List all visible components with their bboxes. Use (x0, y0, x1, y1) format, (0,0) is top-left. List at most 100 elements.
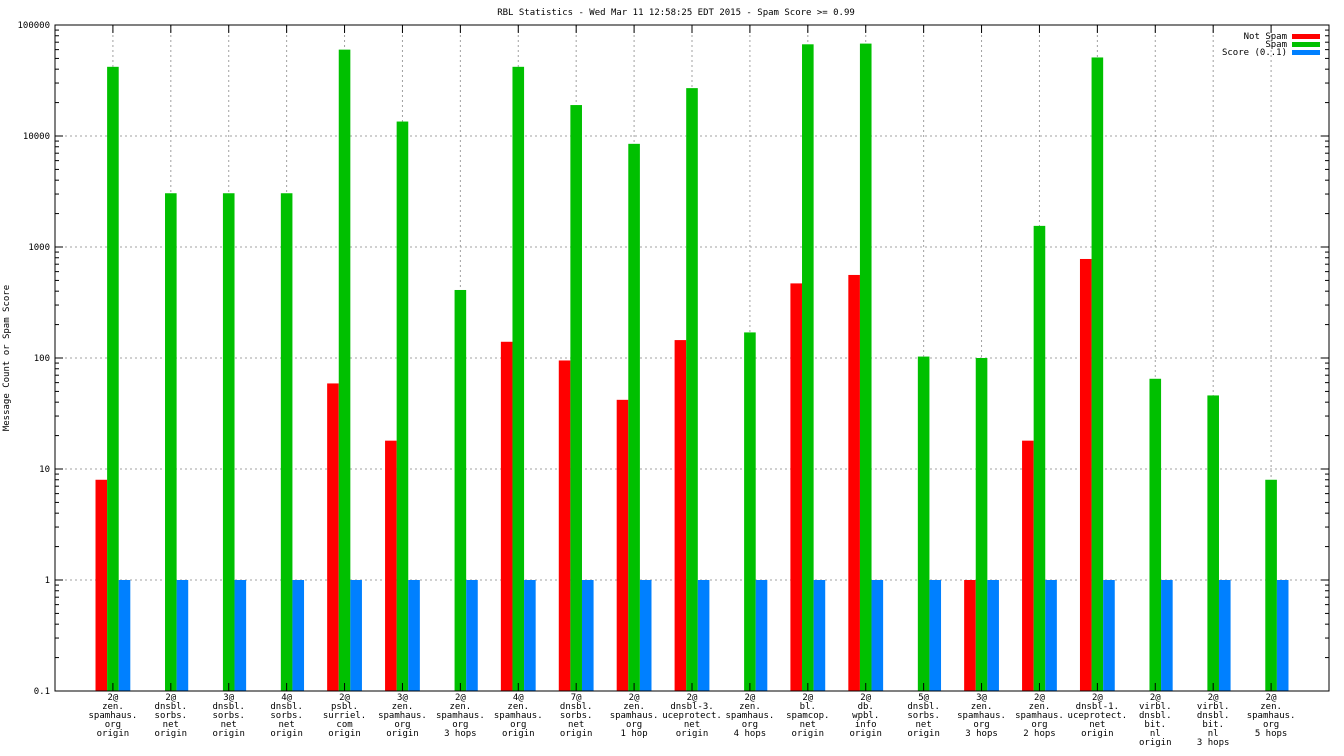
bar-score-0-1 (929, 580, 942, 691)
bar-spam (396, 121, 409, 691)
chart-title: RBL Statistics - Wed Mar 11 12:58:25 EDT… (497, 8, 855, 18)
x-tick-label-line: org (1263, 720, 1279, 730)
x-tick-label: 2@ zen. spamhaus. org 3 hops (436, 693, 485, 739)
bar-score-0-1 (408, 580, 420, 691)
bar-score-0-1 (1276, 580, 1289, 691)
bar-score-0-1 (234, 580, 247, 691)
x-tick-label-line: org (452, 720, 468, 730)
bar-not-spam (790, 283, 803, 691)
x-tick-label-line: 5 hops (1255, 729, 1288, 739)
bar-score-0-1 (1161, 580, 1173, 691)
x-tick-label: 2@ zen. spamhaus. org 2 hops (1015, 693, 1064, 739)
bar-score-0-1 (1218, 580, 1231, 691)
x-tick-label-line: 2@ (107, 693, 118, 703)
x-tick-label-line: zen. (623, 702, 645, 712)
bar-spam (338, 49, 351, 692)
y-tick-label: 0.1 (34, 687, 50, 697)
x-tick-label-line: dnsbl-3. (670, 702, 713, 712)
x-tick-label-line: 3@ (976, 693, 987, 703)
bar-spam (917, 356, 930, 691)
bar-spam (280, 193, 293, 691)
x-tick-label: 2@ zen. spamhaus. org 1 hop (610, 693, 659, 739)
x-tick-label-line: zen. (739, 702, 761, 712)
x-tick-label-line: 4 hops (734, 729, 767, 739)
bar-score-0-1 (871, 580, 884, 691)
x-tick-label: 4@ zen. spamhaus. org origin (494, 693, 543, 739)
bar-not-spam (964, 580, 976, 691)
bar-not-spam (1079, 258, 1092, 691)
bar-score-0-1 (813, 580, 826, 691)
x-tick-label-line: net (279, 720, 295, 730)
x-tick-label-line: origin (212, 729, 245, 739)
x-tick-label-line: spamcop. (786, 711, 829, 721)
x-tick-label-line: spamhaus. (610, 711, 659, 721)
x-tick-label-line: dnsbl. (212, 702, 245, 712)
x-tick-label: 2@ db. wpbl. info origin (849, 693, 882, 739)
x-tick-label-line: 5@ (918, 693, 929, 703)
x-tick-label-line: net (916, 720, 932, 730)
bar-spam (1265, 479, 1277, 691)
legend-label: Not Spam (1244, 32, 1287, 42)
x-tick-label-line: 2@ (1266, 693, 1277, 703)
x-tick-label-line: 2@ (165, 693, 176, 703)
x-tick-label-line: surriel. (323, 711, 366, 721)
bar-score-0-1 (581, 580, 594, 691)
bar-spam (744, 332, 756, 691)
x-tick-label-line: 2@ (687, 693, 698, 703)
bar-score-0-1 (1103, 580, 1115, 691)
x-tick-label: 3@ zen. spamhaus. org 3 hops (957, 693, 1006, 739)
x-tick-label-line: net (568, 720, 584, 730)
x-tick-label-line: 2@ (339, 693, 350, 703)
bar-not-spam (558, 360, 571, 691)
x-tick-label-line: org (510, 720, 526, 730)
legend-swatch (1292, 50, 1320, 55)
x-tick-label: 4@ dnsbl. sorbs. net origin (270, 693, 303, 739)
x-tick-label-line: 3 hops (444, 729, 477, 739)
bar-not-spam (1022, 440, 1034, 691)
x-tick-label-line: psbl. (331, 702, 358, 712)
x-tick-label-line: nl (1208, 729, 1219, 739)
x-tick-label-line: org (394, 720, 410, 730)
x-tick-label-line: dnsbl. (560, 702, 593, 712)
bar-score-0-1 (176, 580, 189, 691)
legend-label: Spam (1265, 40, 1287, 50)
x-tick-label: 2@ zen. spamhaus. org 4 hops (726, 693, 775, 739)
y-tick-label: 10000 (23, 132, 50, 142)
x-tick-label: 5@ dnsbl. sorbs. net origin (907, 693, 940, 739)
x-tick-label-line: 2@ (802, 693, 813, 703)
x-tick-label-line: zen. (102, 702, 124, 712)
x-tick-label: 2@ dnsbl. sorbs. net origin (155, 693, 188, 739)
x-tick-label-line: sorbs. (560, 711, 593, 721)
y-tick-label: 1 (45, 576, 50, 586)
bar-spam (859, 43, 872, 692)
legend-swatch (1292, 42, 1320, 47)
x-tick-label-line: org (742, 720, 758, 730)
x-tick-label-line: spamhaus. (1015, 711, 1064, 721)
x-tick-label-line: 2@ (1208, 693, 1219, 703)
x-tick-label-line: origin (270, 729, 303, 739)
x-tick-label-line: 3 hops (1197, 738, 1230, 748)
x-tick-label-line: sorbs. (907, 711, 940, 721)
x-tick-label-line: spamhaus. (378, 711, 427, 721)
bar-not-spam (327, 383, 339, 691)
x-tick-label: 2@ bl. spamcop. net origin (786, 693, 829, 739)
x-tick-label-line: 3@ (397, 693, 408, 703)
x-tick-label-line: 2@ (629, 693, 640, 703)
x-tick-label-line: org (1031, 720, 1047, 730)
x-tick-label-line: origin (155, 729, 188, 739)
bar-spam (454, 289, 467, 691)
bar-not-spam (95, 479, 108, 691)
bar-spam (107, 66, 119, 691)
x-tick-label-line: origin (97, 729, 130, 739)
x-tick-label-line: zen. (971, 702, 993, 712)
x-tick-label-line: uceprotect. (662, 711, 722, 721)
bar-spam (512, 66, 525, 691)
legend-label: Score (0..1) (1222, 48, 1287, 58)
bar-spam (1207, 395, 1219, 691)
x-tick-label-line: 2@ (1150, 693, 1161, 703)
x-tick-label-line: net (800, 720, 816, 730)
x-tick-label-line: spamhaus. (726, 711, 775, 721)
